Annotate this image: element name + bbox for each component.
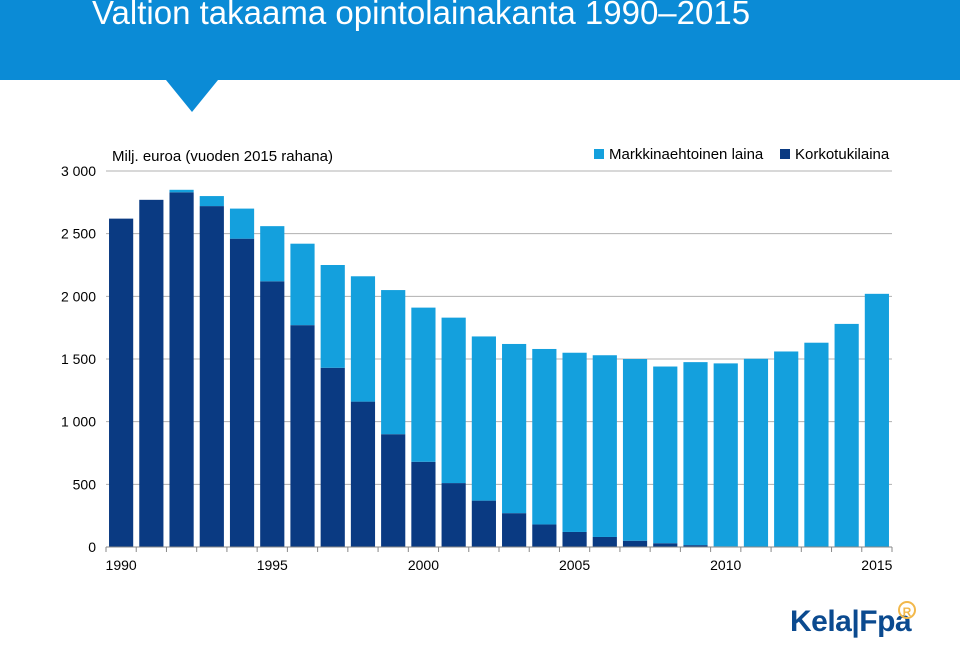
bar-markkinaehtoinen [441,317,466,484]
bar-korkotukilaina [290,325,315,547]
y-tick-label: 1 500 [61,351,96,367]
bar-korkotukilaina [381,434,406,547]
y-tick-label: 2 000 [61,288,96,304]
bar-markkinaehtoinen [411,307,436,462]
bar-markkinaehtoinen [834,323,859,547]
bar-korkotukilaina [320,367,345,547]
bar-markkinaehtoinen [350,276,376,402]
y-tick-label: 3 000 [61,163,96,179]
bar-markkinaehtoinen [804,342,829,547]
bar-markkinaehtoinen [622,359,648,541]
bar-markkinaehtoinen [683,362,708,546]
x-tick-label: 2005 [559,557,590,573]
bar-markkinaehtoinen [653,366,678,544]
bar-korkotukilaina [199,206,224,548]
bar-korkotukilaina [229,238,255,547]
bar-korkotukilaina [260,281,285,547]
legend-label: Korkotukilaina [795,146,890,163]
legend-label: Markkinaehtoinen laina [609,146,764,163]
bar-korkotukilaina [139,199,164,547]
header-banner [0,0,960,112]
y-tick-label: 2 500 [61,226,96,242]
logo-badge-icon: R [898,601,916,619]
bar-korkotukilaina [592,536,617,547]
x-tick-label: 2000 [408,557,439,573]
bar-korkotukilaina [683,545,708,547]
x-tick-label: 2010 [710,557,741,573]
bar-markkinaehtoinen [471,336,496,501]
bar-markkinaehtoinen [502,343,527,514]
y-tick-label: 500 [73,476,97,492]
bar-korkotukilaina [532,524,557,547]
unit-label: Milj. euroa (vuoden 2015 rahana) [112,148,333,165]
bar-korkotukilaina [653,543,678,547]
bar-markkinaehtoinen [169,189,194,193]
bar-korkotukilaina [562,531,587,547]
legend: Markkinaehtoinen laina Korkotukilaina [594,146,890,163]
y-tick-label: 1 000 [61,414,96,430]
bar-markkinaehtoinen [713,363,738,547]
bar-markkinaehtoinen [864,293,889,547]
header-banner-shape [0,0,960,112]
bar-korkotukilaina [411,461,436,547]
bar-korkotukilaina [350,401,376,547]
x-tick-label: 1990 [106,557,137,573]
x-tick-label: 1995 [257,557,288,573]
bar-markkinaehtoinen [229,208,255,239]
legend-swatch [780,149,790,159]
bar-markkinaehtoinen [199,196,224,207]
bar-korkotukilaina [471,500,496,547]
legend-swatch [594,149,604,159]
y-tick-label: 0 [88,539,96,555]
bar-korkotukilaina [169,192,194,547]
bar-markkinaehtoinen [320,265,345,368]
bar-korkotukilaina [622,540,648,547]
bar-markkinaehtoinen [532,348,557,525]
bar-markkinaehtoinen [260,226,285,282]
logo-wordmark: Kela|Fpa [790,605,912,638]
bar-markkinaehtoinen [592,355,617,537]
bar-markkinaehtoinen [774,351,799,547]
bar-markkinaehtoinen [562,352,587,532]
bar-korkotukilaina [502,513,527,547]
bar-markkinaehtoinen [381,290,406,435]
bar-korkotukilaina [441,483,466,547]
bar-korkotukilaina [109,218,134,548]
bars [109,189,889,548]
page-title: Valtion takaama opintolainakanta 1990–20… [92,0,751,31]
kela-fpa-logo: Kela|Fpa R [790,601,920,645]
bar-markkinaehtoinen [743,358,769,547]
bar-markkinaehtoinen [290,243,315,326]
axes: 0 500 1 000 1 500 2 000 2 500 3 000 1990 1995 200… [61,163,893,573]
x-tick-label: 2015 [861,557,892,573]
